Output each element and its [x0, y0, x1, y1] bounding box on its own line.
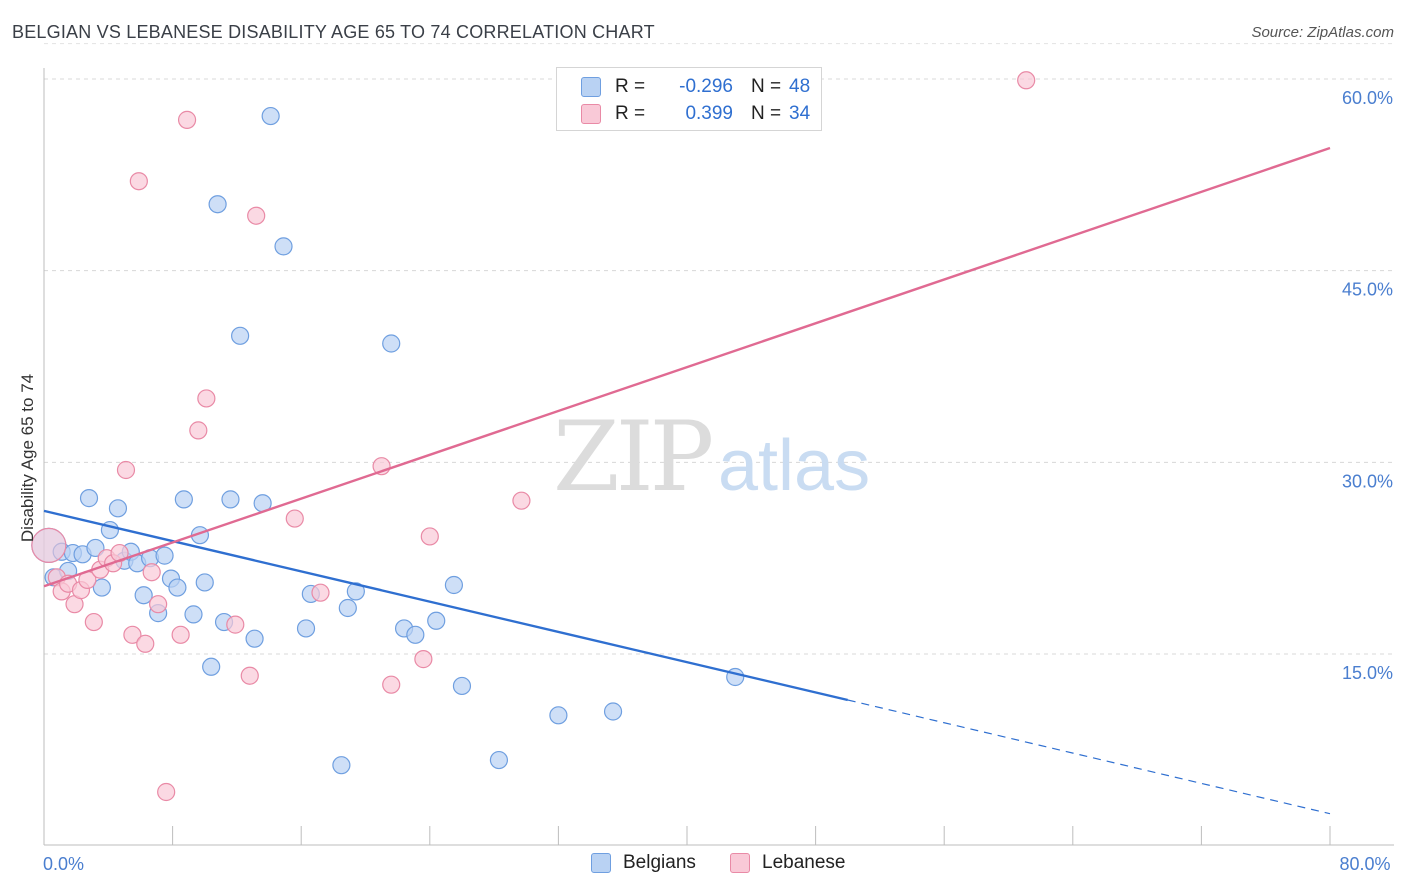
- point-belgians: [427, 611, 446, 630]
- point-belgians: [296, 619, 316, 638]
- legend-r-label: R =: [615, 103, 646, 124]
- point-belgians: [406, 625, 425, 644]
- point-belgians: [202, 657, 221, 676]
- point-lebanese: [414, 650, 433, 669]
- point-lebanese: [197, 389, 216, 408]
- point-belgians: [444, 575, 464, 595]
- point-belgians: [195, 573, 214, 592]
- point-belgians: [382, 334, 401, 353]
- legend-swatch-lebanese: [581, 104, 601, 124]
- point-lebanese: [382, 675, 401, 694]
- point-belgians: [86, 538, 105, 558]
- legend-swatch-belgians: [581, 77, 601, 97]
- point-belgians: [489, 750, 509, 770]
- point-lebanese: [116, 460, 136, 480]
- point-lebanese: [129, 172, 148, 191]
- trendline-belgians-extension: [847, 699, 1331, 815]
- point-belgians: [79, 489, 99, 508]
- legend-label-lebanese: Lebanese: [762, 852, 846, 873]
- data-points: [31, 71, 1036, 802]
- point-belgians: [346, 582, 365, 601]
- legend-row-belgians: R = -0.296 N = 48: [581, 74, 810, 100]
- point-belgians: [274, 237, 293, 256]
- watermark-zip: ZIP: [553, 401, 712, 513]
- point-lebanese: [149, 595, 168, 614]
- watermark-atlas: atlas: [718, 426, 870, 506]
- x-tick-label: 80.0%: [1339, 854, 1390, 874]
- trendlines: [43, 146, 1331, 815]
- point-belgians: [338, 598, 357, 618]
- point-belgians: [92, 578, 111, 597]
- point-lebanese: [177, 110, 197, 129]
- y-tick-label: 60.0%: [1342, 88, 1393, 108]
- legend-n-value: 34: [789, 103, 811, 124]
- point-belgians: [549, 706, 568, 725]
- legend-n-label: N =: [751, 103, 782, 124]
- y-axis-label: Disability Age 65 to 74: [18, 374, 37, 542]
- point-belgians: [261, 106, 280, 126]
- point-lebanese: [84, 612, 103, 632]
- y-tick-label: 15.0%: [1342, 663, 1393, 683]
- point-lebanese: [247, 206, 266, 225]
- point-lebanese: [1017, 71, 1036, 90]
- y-tick-label: 45.0%: [1342, 280, 1393, 300]
- point-lebanese: [240, 666, 259, 685]
- point-lebanese: [171, 625, 190, 644]
- point-lebanese: [311, 583, 330, 602]
- point-belgians: [208, 195, 227, 214]
- correlation-legend: R = -0.296 N = 48 R = 0.399 N = 34: [556, 67, 822, 131]
- point-belgians: [603, 702, 623, 721]
- point-belgians: [155, 546, 174, 565]
- point-belgians: [231, 326, 250, 345]
- legend-row-lebanese: R = 0.399 N = 34: [581, 101, 810, 127]
- point-lebanese: [512, 491, 531, 510]
- point-lebanese: [157, 782, 176, 802]
- axes: [43, 68, 1394, 846]
- point-belgians: [168, 578, 187, 597]
- trendline-belgians: [43, 509, 849, 702]
- point-lebanese: [31, 527, 67, 563]
- point-lebanese: [142, 563, 161, 582]
- legend-n-value: 48: [789, 76, 811, 97]
- point-belgians: [108, 499, 128, 518]
- watermark: ZIP atlas: [553, 401, 870, 513]
- point-belgians: [134, 586, 153, 605]
- point-belgians: [174, 490, 193, 509]
- legend-n-label: N =: [751, 76, 782, 97]
- legend-r-value: -0.296: [679, 76, 733, 97]
- source-credit: Source: ZipAtlas.com: [1251, 24, 1394, 41]
- point-belgians: [184, 605, 203, 624]
- point-lebanese: [420, 527, 439, 546]
- point-lebanese: [136, 634, 155, 653]
- trendline-lebanese: [43, 146, 1331, 588]
- legend-item-belgians[interactable]: Belgians: [591, 852, 696, 874]
- point-lebanese: [189, 421, 208, 440]
- tick-labels: 15.0% 30.0% 45.0% 60.0% 0.0% 80.0%: [43, 88, 1393, 874]
- point-lebanese: [285, 509, 304, 528]
- point-lebanese: [226, 615, 245, 634]
- point-lebanese: [123, 625, 142, 644]
- gridlines: [44, 43, 1394, 655]
- legend-swatch-belgians: [591, 853, 611, 873]
- point-belgians: [452, 676, 472, 696]
- legend-item-lebanese[interactable]: Lebanese: [730, 852, 845, 874]
- point-belgians: [245, 629, 264, 648]
- x-tick-label: 0.0%: [43, 854, 84, 874]
- series-legend: Belgians Lebanese: [0, 852, 1406, 878]
- legend-swatch-lebanese: [730, 853, 750, 873]
- chart-title: BELGIAN VS LEBANESE DISABILITY AGE 65 TO…: [12, 22, 655, 42]
- point-belgians: [332, 756, 351, 775]
- point-belgians: [221, 490, 240, 509]
- y-tick-label: 30.0%: [1342, 471, 1393, 491]
- legend-r-value: 0.399: [685, 103, 733, 124]
- legend-r-label: R =: [615, 76, 646, 97]
- legend-label-belgians: Belgians: [623, 852, 696, 873]
